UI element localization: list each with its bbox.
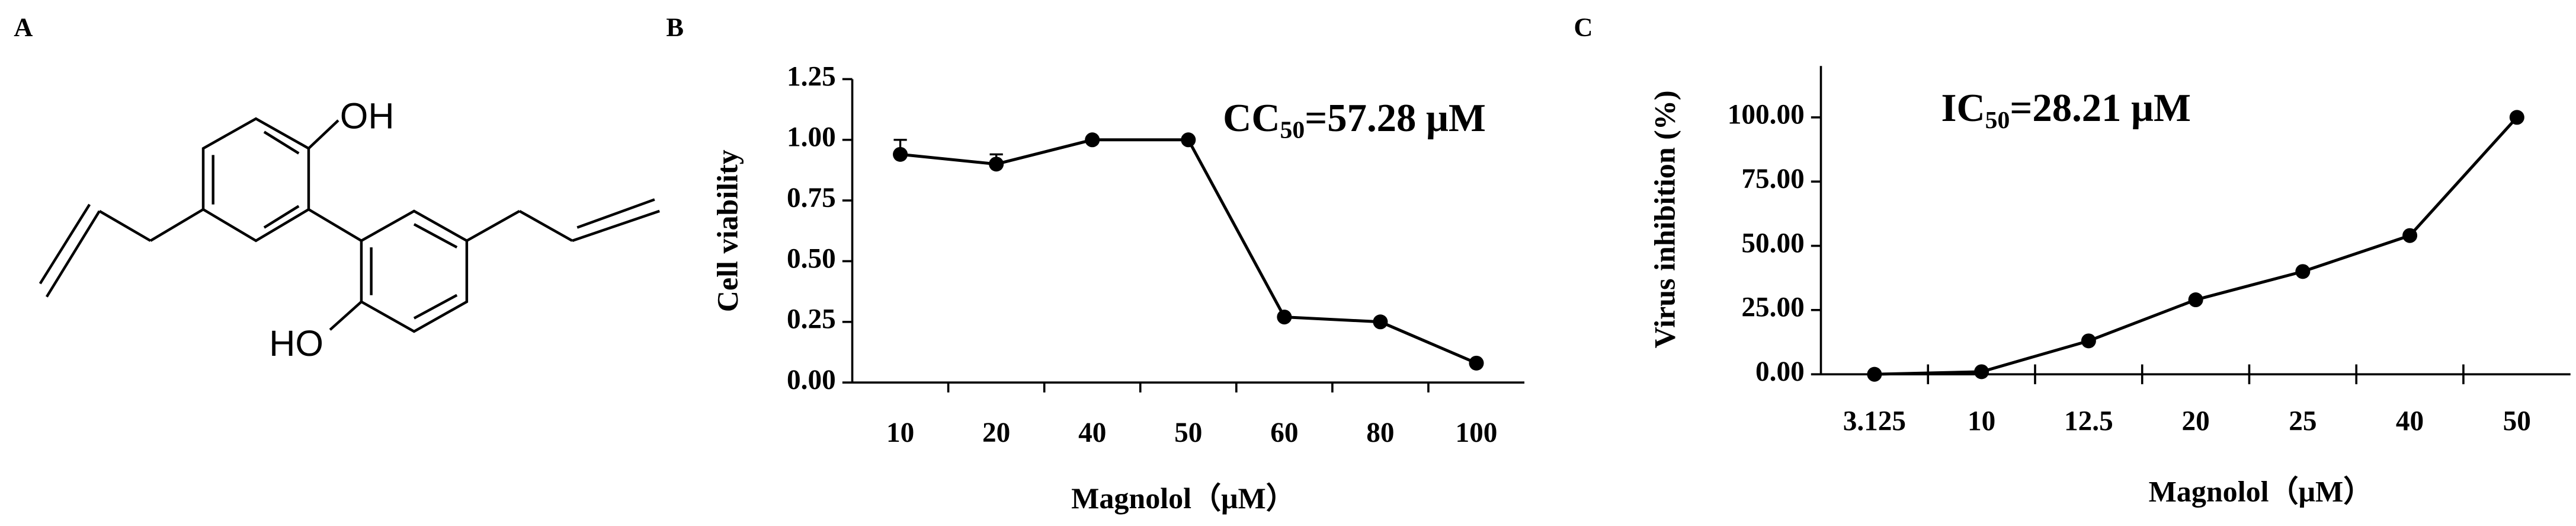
atom-label: HO — [269, 323, 323, 364]
x-tick-label: 40 — [1078, 417, 1106, 448]
annotation: IC50=28.21 μM — [1941, 87, 2190, 133]
x-tick-label: 100 — [1456, 417, 1498, 448]
y-tick-label: 0.75 — [787, 183, 836, 213]
annotation-text: IC — [1941, 87, 1985, 130]
molecule — [39, 117, 660, 333]
annotation: CC50=57.28 μM — [1223, 97, 1486, 144]
panel-label: C — [1574, 12, 1593, 42]
data-point — [1469, 355, 1484, 371]
x-tick-label: 20 — [2181, 406, 2209, 436]
annotation-text: CC — [1223, 97, 1280, 140]
x-tick-label: 10 — [886, 417, 914, 448]
y-tick-label: 75.00 — [1741, 164, 1804, 195]
y-tick-label: 1.25 — [787, 61, 836, 92]
x-tick-label: 12.5 — [2064, 406, 2113, 436]
x-tick-label: 80 — [1366, 417, 1394, 448]
y-tick-label: 25.00 — [1741, 292, 1804, 323]
data-point — [1277, 310, 1292, 325]
y-tick-label: 1.00 — [787, 122, 836, 153]
x-tick-label: 10 — [1968, 406, 1995, 436]
y-tick-label: 50.00 — [1741, 228, 1804, 259]
atom-label: OH — [340, 95, 395, 136]
annotation-subscript: 50 — [1985, 106, 2010, 133]
x-tick-label: 40 — [2396, 406, 2424, 436]
data-point — [1085, 132, 1100, 148]
annotation-subscript: 50 — [1280, 116, 1305, 144]
x-tick-label: 60 — [1270, 417, 1298, 448]
annotation-text: =57.28 μM — [1305, 97, 1486, 140]
panel-label: B — [666, 12, 684, 42]
y-axis-label: Cell viability — [710, 149, 744, 312]
data-point — [2402, 228, 2418, 243]
y-tick-label: 0.25 — [787, 304, 836, 335]
y-axis-label: Virus inhibition (%) — [1648, 90, 1681, 348]
y-tick-label: 0.00 — [1755, 356, 1805, 387]
annotation-text: =28.21 μM — [2010, 87, 2191, 130]
data-line — [1874, 116, 2519, 376]
data-point — [1181, 132, 1196, 148]
data-point — [1974, 364, 1989, 380]
data-point — [2188, 292, 2203, 308]
x-tick-label: 3.125 — [1843, 406, 1906, 436]
x-tick-label: 25 — [2289, 406, 2317, 436]
y-tick-label: 0.00 — [787, 365, 836, 396]
data-point — [1867, 366, 1882, 382]
y-tick-label: 0.50 — [787, 243, 836, 274]
y-tick-label: 100.00 — [1728, 100, 1805, 130]
data-point — [2295, 264, 2311, 279]
x-tick-label: 20 — [982, 417, 1010, 448]
data-point — [989, 157, 1004, 172]
data-point — [2509, 110, 2524, 125]
data-point — [893, 146, 908, 162]
data-line — [900, 138, 1477, 365]
x-axis-label: Magnolol（μM） — [2149, 475, 2373, 508]
data-point — [2081, 333, 2096, 349]
x-axis-label: Magnolol（μM） — [1071, 482, 1296, 515]
data-point — [1373, 314, 1388, 330]
x-tick-label: 50 — [1174, 417, 1202, 448]
x-tick-label: 50 — [2503, 406, 2531, 436]
panel-label: A — [14, 12, 33, 42]
